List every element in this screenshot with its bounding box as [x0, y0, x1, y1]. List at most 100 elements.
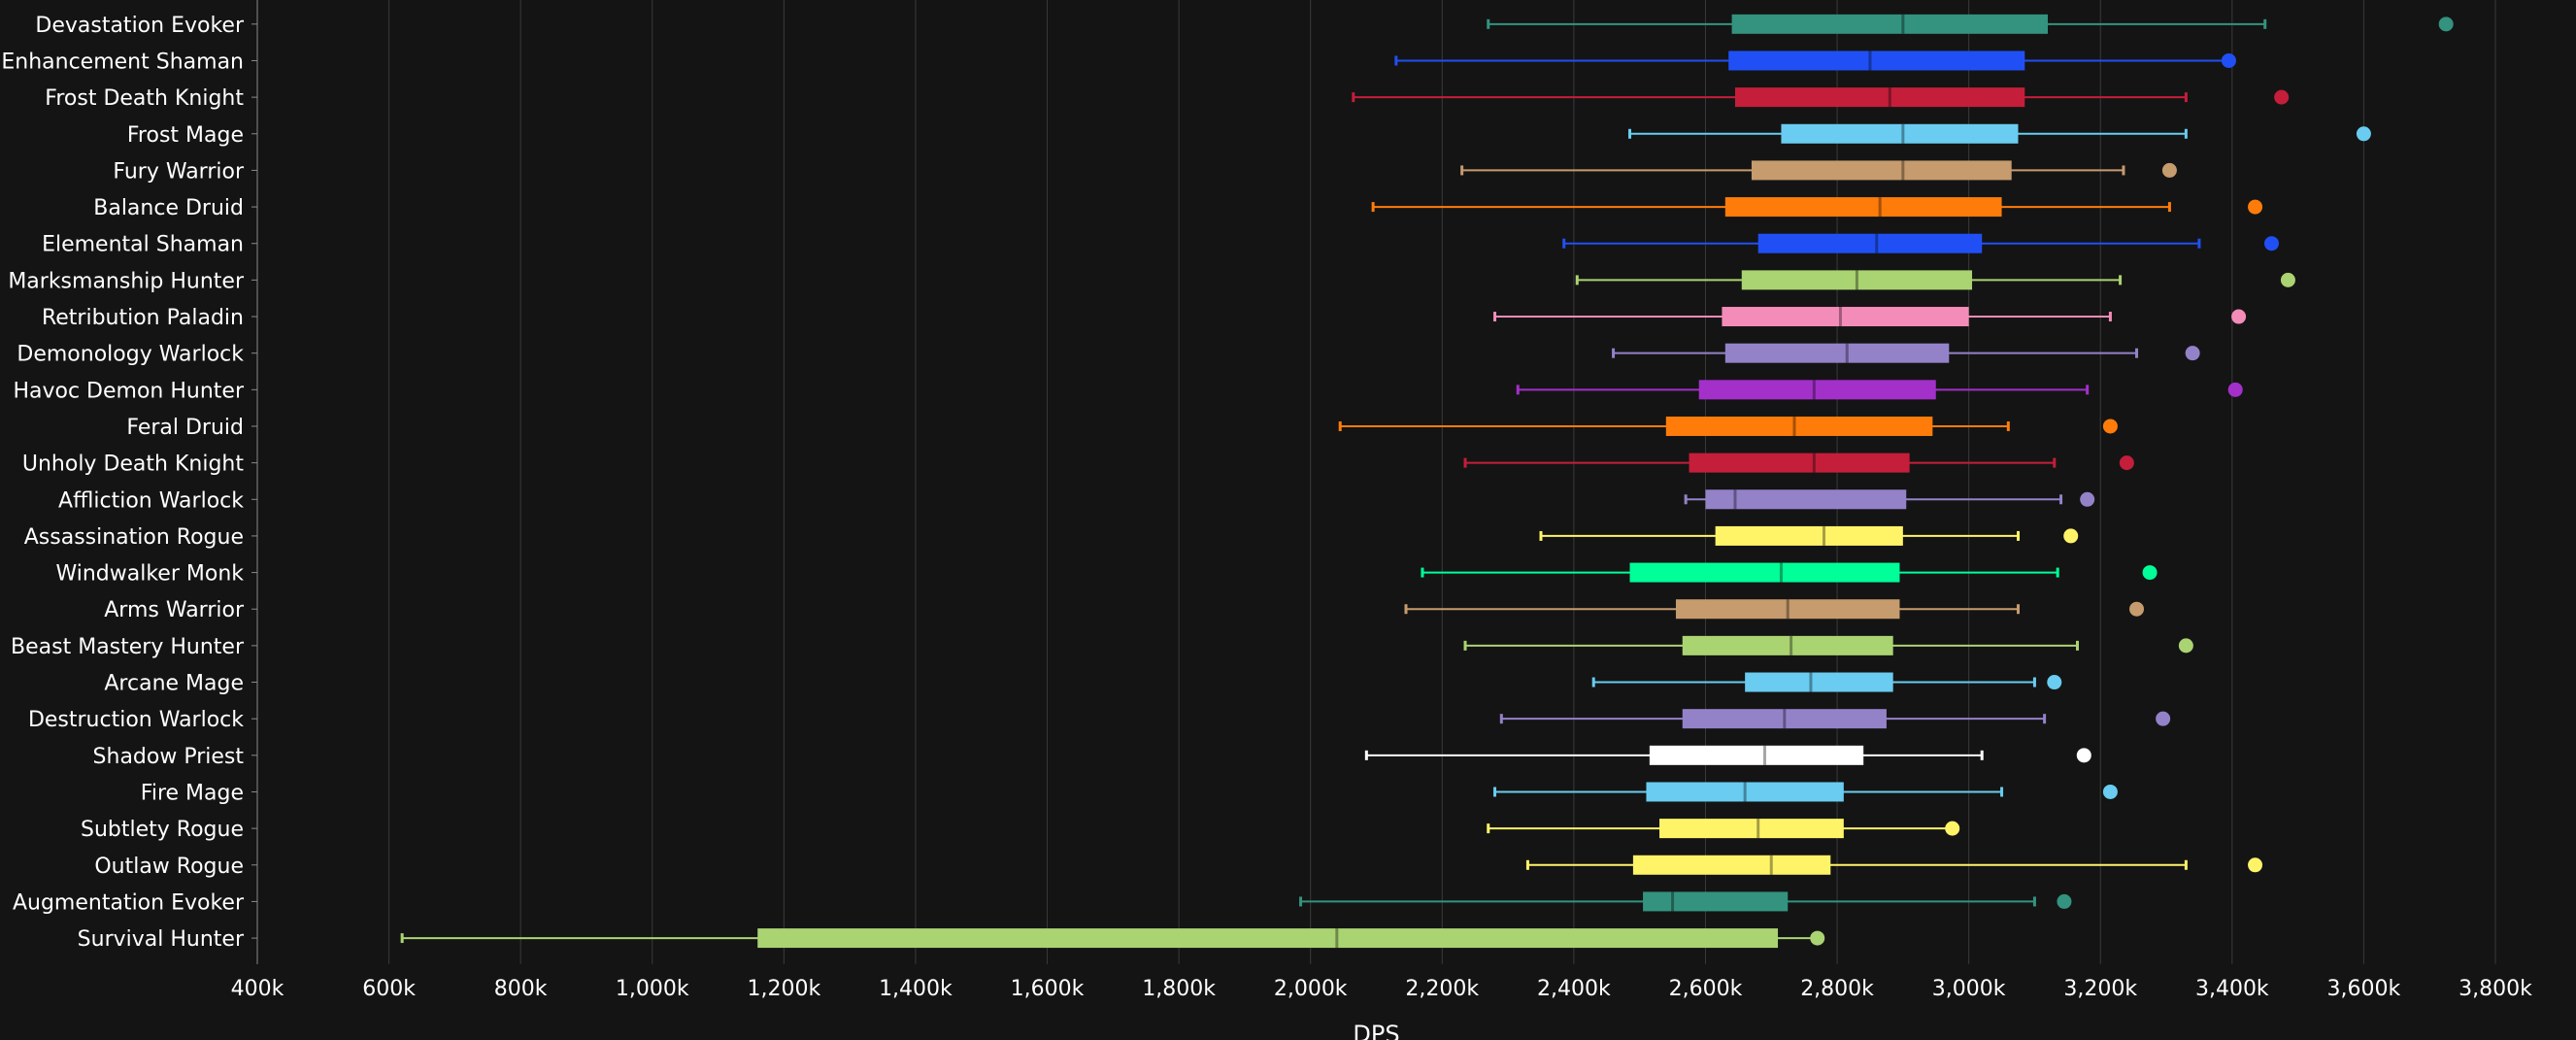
outlier-point [2248, 199, 2263, 215]
x-axis-title: DPS [1353, 1021, 1399, 1040]
category-label-destruction-warlock: Destruction Warlock [28, 708, 244, 732]
iqr-box [1646, 782, 1844, 802]
iqr-box [1643, 891, 1789, 912]
outlier-point [2080, 491, 2095, 507]
category-label-affliction-warlock: Affliction Warlock [58, 488, 244, 513]
outlier-point [2178, 638, 2193, 654]
box-elemental-shaman [251, 233, 2279, 253]
x-tick-label: 2,600k [1669, 977, 1743, 1001]
gridlines [256, 0, 2496, 964]
outlier-point [2156, 711, 2171, 726]
x-tick-label: 600k [362, 977, 416, 1001]
category-label-marksmanship-hunter: Marksmanship Hunter [8, 269, 245, 293]
iqr-box [1665, 416, 1933, 436]
category-label-havoc-demon-hunter: Havoc Demon Hunter [13, 379, 244, 403]
outlier-point [2047, 675, 2062, 690]
outlier-point [2076, 748, 2091, 763]
iqr-box [1698, 380, 1936, 400]
box-devastation-evoker [251, 14, 2454, 34]
category-label-windwalker-monk: Windwalker Monk [55, 562, 244, 587]
iqr-box [1751, 160, 2012, 181]
outlier-point [2102, 784, 2118, 799]
outlier-point [2119, 455, 2134, 471]
box-destruction-warlock [251, 709, 2171, 729]
box-affliction-warlock [251, 489, 2095, 510]
iqr-box [1682, 709, 1887, 729]
category-label-frost-death-knight: Frost Death Knight [45, 86, 244, 111]
box-retribution-paladin [251, 307, 2247, 327]
iqr-box [1728, 50, 2025, 71]
box-beast-mastery-hunter [251, 635, 2193, 655]
x-tick-label: 3,200k [2063, 977, 2137, 1001]
plot-area [251, 14, 2454, 949]
box-survival-hunter [251, 928, 1825, 949]
box-windwalker-monk [251, 562, 2158, 583]
category-label-fire-mage: Fire Mage [141, 781, 244, 805]
x-tick-label: 2,000k [1274, 977, 1348, 1001]
x-tick-label: 3,400k [2195, 977, 2269, 1001]
iqr-box [1659, 819, 1844, 839]
iqr-box [1781, 123, 2019, 144]
category-label-unholy-death-knight: Unholy Death Knight [22, 453, 244, 477]
outlier-point [1810, 930, 1825, 946]
box-shadow-priest [251, 745, 2091, 765]
box-assassination-rogue [251, 525, 2079, 546]
axes: DPS [256, 0, 1400, 1040]
iqr-box [1629, 562, 1900, 583]
outlier-point [2161, 162, 2177, 178]
category-label-outlaw-rogue: Outlaw Rogue [94, 855, 244, 879]
box-balance-druid [251, 197, 2263, 218]
box-fury-warrior [251, 160, 2177, 181]
x-tick-label: 3,600k [2327, 977, 2401, 1001]
box-arcane-mage [251, 672, 2062, 692]
iqr-box [1632, 855, 1831, 875]
category-label-survival-hunter: Survival Hunter [78, 927, 245, 952]
iqr-box [1675, 599, 1900, 620]
iqr-box [1741, 270, 1973, 290]
box-havoc-demon-hunter [251, 380, 2243, 400]
outlier-point [2063, 528, 2079, 544]
category-label-assassination-rogue: Assassination Rogue [24, 525, 244, 550]
x-tick-label: 2,400k [1537, 977, 1611, 1001]
box-demonology-warlock [251, 343, 2200, 363]
category-label-demonology-warlock: Demonology Warlock [17, 343, 244, 367]
outlier-point [2221, 52, 2236, 68]
outlier-point [2231, 309, 2247, 324]
x-tick-label: 3,800k [2459, 977, 2532, 1001]
category-labels: Devastation Evoker Enhancement Shaman Fros… [1, 14, 245, 952]
x-tick-label: 800k [494, 977, 548, 1001]
x-tick-label: 1,400k [879, 977, 953, 1001]
iqr-box [1722, 307, 1969, 327]
category-label-enhancement-shaman: Enhancement Shaman [1, 50, 244, 74]
outlier-point [2274, 89, 2290, 105]
iqr-box [1724, 343, 1950, 363]
x-tick-label: 400k [231, 977, 284, 1001]
box-enhancement-shaman [251, 50, 2236, 71]
outlier-point [2102, 419, 2118, 434]
outlier-point [2356, 126, 2371, 142]
iqr-box [1731, 14, 2048, 34]
x-tick-label: 1,800k [1142, 977, 1216, 1001]
outlier-point [2057, 893, 2072, 909]
iqr-box [1734, 87, 2025, 108]
box-feral-druid [251, 416, 2118, 436]
outlier-point [2264, 236, 2279, 252]
x-tick-label: 1,200k [747, 977, 820, 1001]
category-label-arcane-mage: Arcane Mage [104, 672, 244, 696]
box-outlaw-rogue [251, 855, 2263, 875]
category-label-augmentation-evoker: Augmentation Evoker [13, 890, 245, 915]
iqr-box [1745, 672, 1893, 692]
x-tick-label: 3,000k [1932, 977, 2006, 1001]
iqr-box [1715, 525, 1903, 546]
outlier-point [2248, 857, 2263, 873]
category-label-fury-warrior: Fury Warrior [113, 159, 245, 184]
x-tick-labels: 400k 600k 800k 1,000k 1,200k 1,400k 1,600k 1,80… [231, 977, 2532, 1001]
iqr-box [1682, 635, 1893, 655]
outlier-point [2142, 565, 2158, 581]
iqr-box [1724, 197, 2002, 218]
category-label-feral-druid: Feral Druid [126, 416, 244, 440]
category-label-retribution-paladin: Retribution Paladin [42, 306, 244, 330]
x-tick-label: 1,000k [616, 977, 689, 1001]
